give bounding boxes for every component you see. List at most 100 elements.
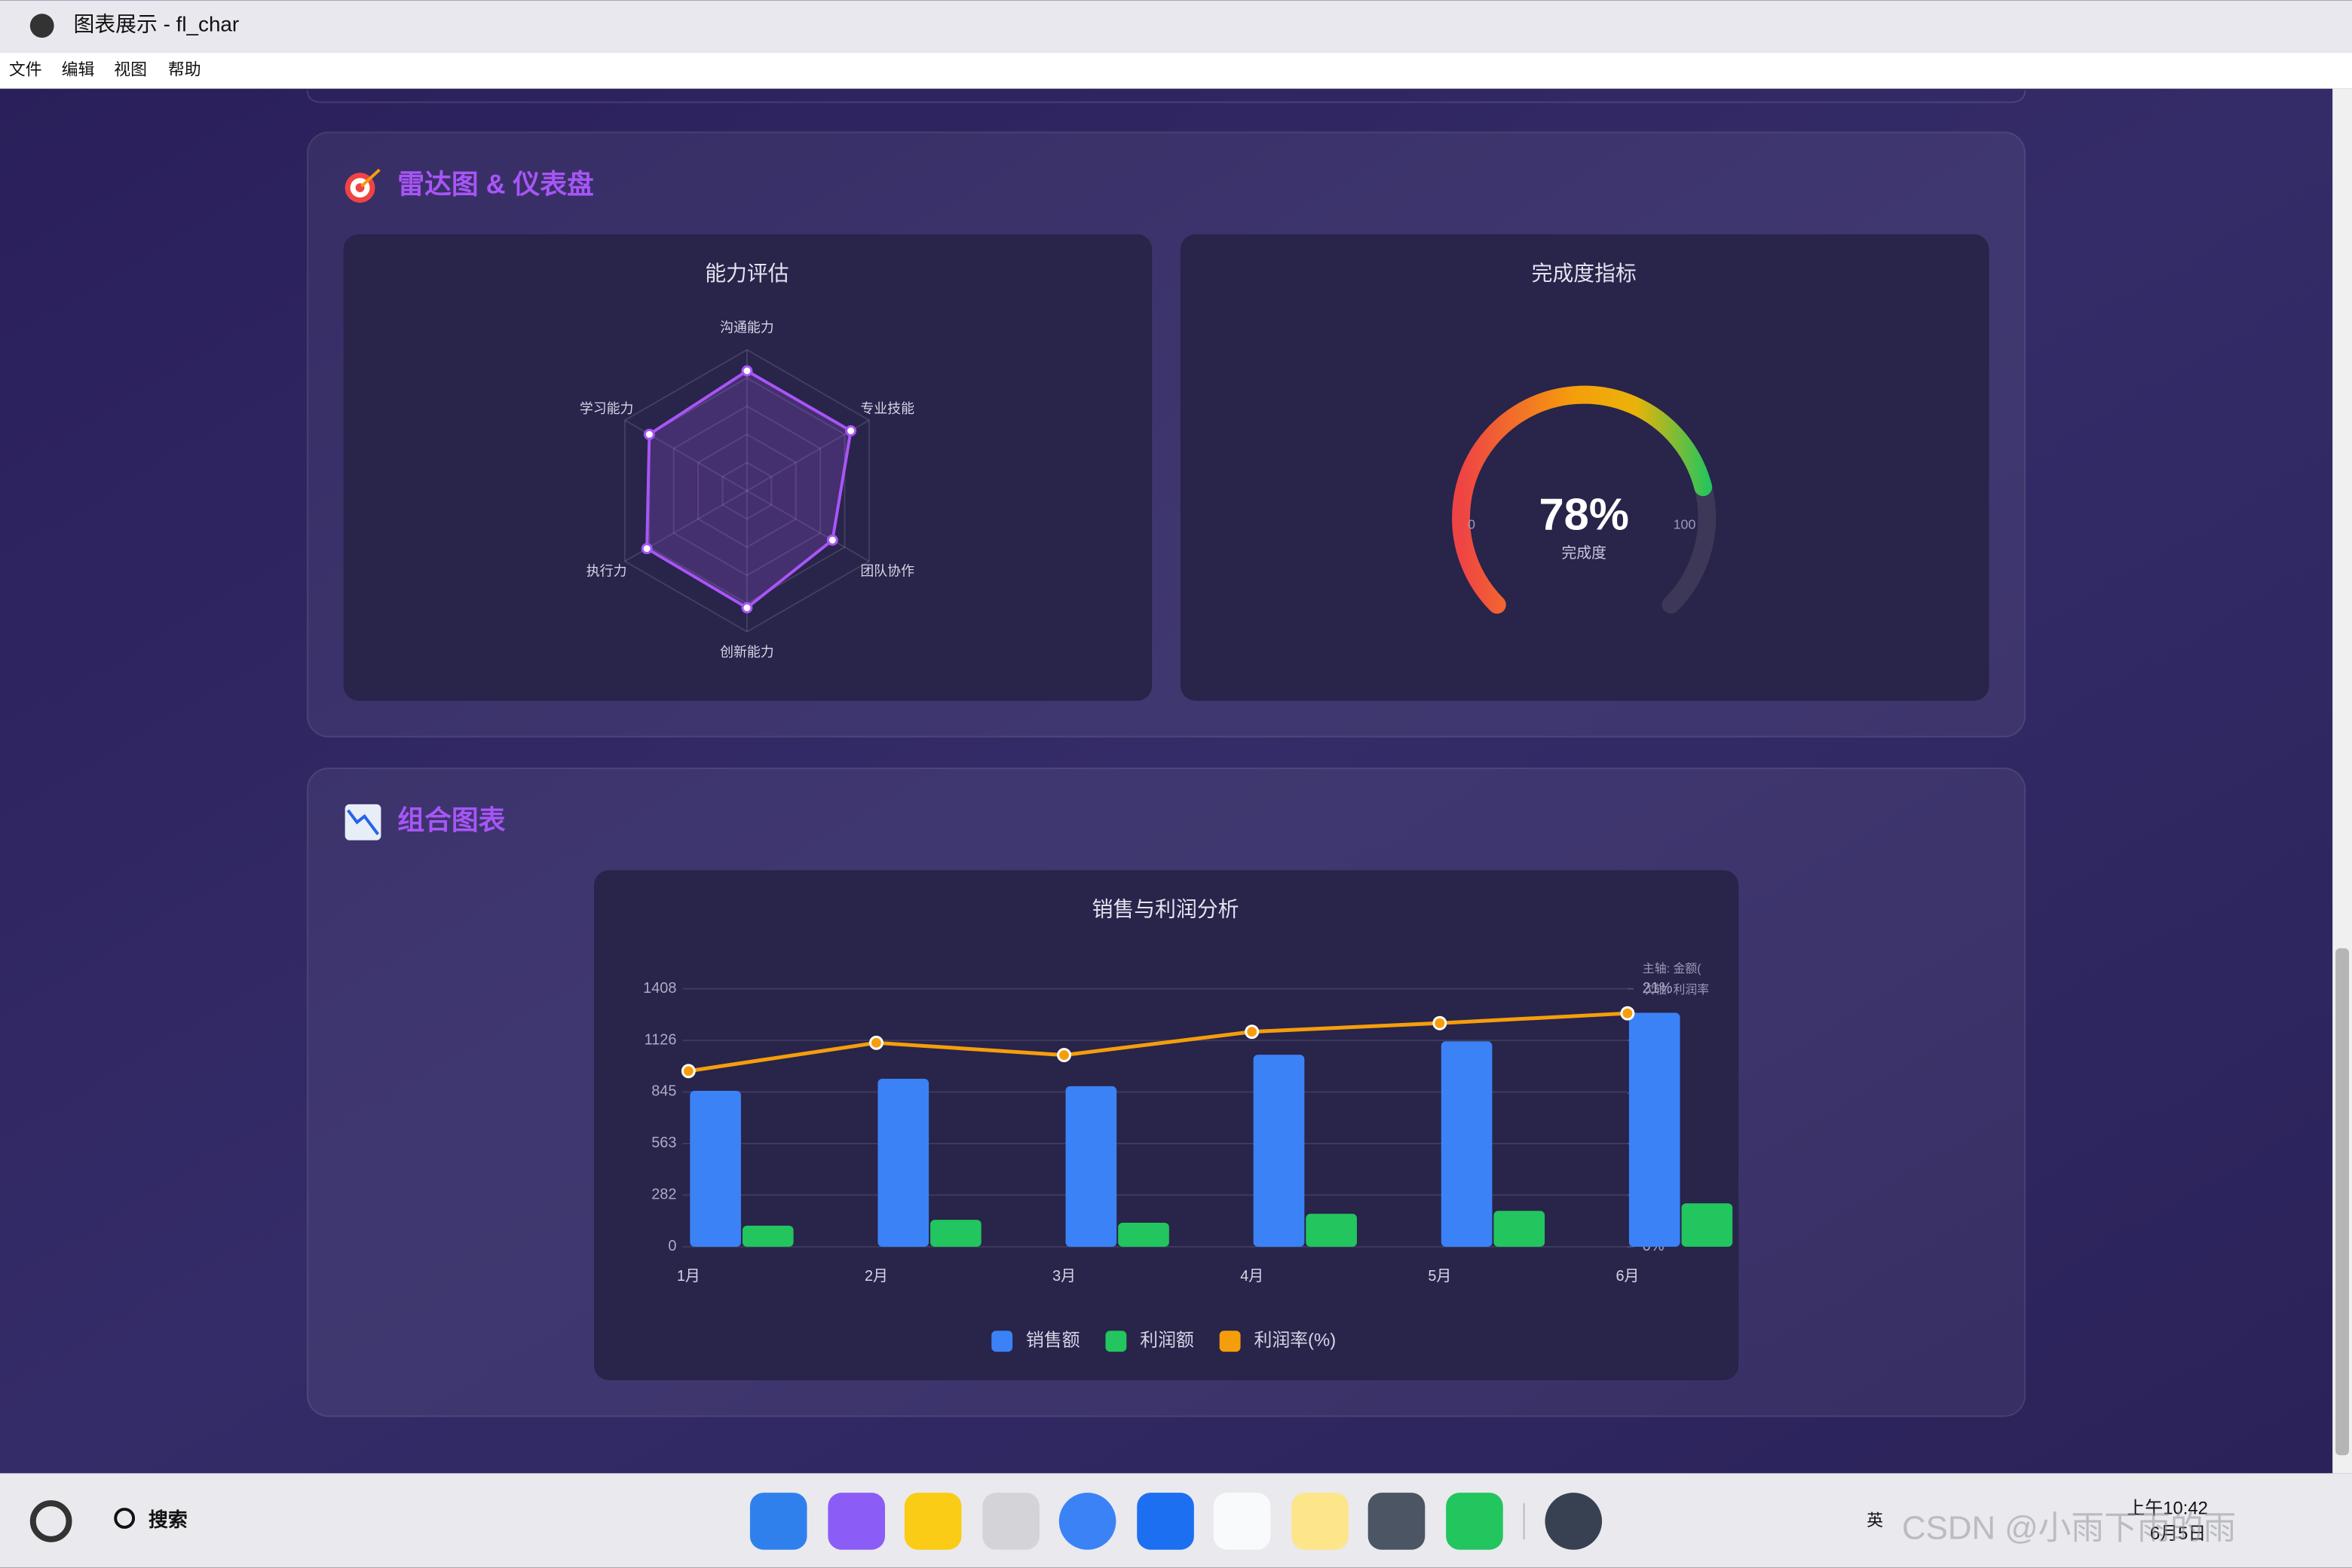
bar [742, 1225, 794, 1247]
line-point [1245, 1024, 1260, 1040]
scroll-thumb[interactable] [2335, 948, 2350, 1456]
bar [1441, 1041, 1493, 1247]
y-tick-label: 845 [651, 1083, 676, 1100]
dock-app[interactable] [1291, 1493, 1349, 1550]
radar-point [826, 534, 838, 546]
radar-label: 沟通能力 [720, 320, 774, 335]
start-button[interactable] [29, 1500, 72, 1542]
radar-point [741, 365, 753, 377]
dock-app[interactable] [828, 1493, 885, 1550]
dock-app[interactable] [1545, 1493, 1603, 1550]
bar [1253, 1055, 1305, 1247]
radar-label: 专业技能 [860, 401, 914, 416]
radar-ring [721, 461, 773, 520]
menu-item[interactable]: 帮助 [168, 60, 201, 79]
x-tick-label: 5月 [1428, 1268, 1451, 1285]
clock-time[interactable]: 上午10:42 [2127, 1498, 2208, 1518]
radar-label: 创新能力 [720, 645, 774, 660]
section-title: 雷达图 & 仪表盘 [397, 169, 594, 200]
bar [1306, 1214, 1357, 1247]
gauge-label: 完成度 [1561, 545, 1606, 562]
dock-app[interactable] [1213, 1493, 1271, 1550]
dock-app[interactable] [982, 1493, 1040, 1550]
y-tick-label: 282 [651, 1187, 676, 1203]
bar [1493, 1211, 1545, 1247]
y-tick-label: 1408 [643, 980, 676, 997]
gauge-value-arc [1452, 385, 1713, 614]
gauge-value: 78% [1539, 489, 1628, 540]
dock-app[interactable] [749, 1493, 807, 1550]
radar-spoke [746, 490, 870, 562]
line-point [1620, 1006, 1635, 1021]
radar-label: 团队协作 [860, 563, 914, 578]
search-label[interactable]: 搜索 [149, 1509, 188, 1531]
legend-label: 利润率(%) [1254, 1331, 1336, 1351]
chart-title: 能力评估 [705, 262, 789, 285]
legend-swatch [1105, 1331, 1127, 1352]
x-tick-label: 3月 [1052, 1268, 1076, 1285]
dock-app[interactable] [904, 1493, 962, 1550]
bar [1628, 1012, 1680, 1247]
dock-app[interactable] [1367, 1493, 1426, 1550]
input-method[interactable]: 英 [1867, 1511, 1883, 1530]
radar-point [845, 425, 857, 436]
watermark: CSDN @小雨下雨的雨 [1902, 1509, 2236, 1546]
window-title: 图表展示 - fl_char [73, 13, 239, 36]
dock-app[interactable] [1058, 1493, 1116, 1550]
line-point [681, 1064, 696, 1079]
gauge-min: 0 [1468, 516, 1475, 531]
radar-point [741, 602, 753, 614]
axis-note: 次轴: 利润率 [1643, 983, 1709, 997]
x-tick-label: 2月 [865, 1268, 888, 1285]
menu-item[interactable]: 文件 [9, 60, 42, 79]
radar-ring [672, 405, 822, 577]
radar-point [641, 543, 653, 555]
clock-date[interactable]: 6月5日 [2150, 1524, 2206, 1544]
line [688, 1011, 1628, 1073]
combo-chart: 0282563845112614080%4%8%12%17%21%1月2月3月4… [643, 980, 1733, 1352]
chart-card [1180, 234, 1989, 701]
radar-label: 执行力 [586, 563, 627, 578]
chart-card [343, 234, 1153, 701]
title-bar [0, 0, 2352, 53]
line-point [1057, 1048, 1072, 1063]
legend-swatch [1219, 1331, 1241, 1352]
search-icon[interactable] [114, 1508, 136, 1529]
legend-swatch [991, 1331, 1013, 1352]
bar [1681, 1203, 1733, 1247]
radar-label: 学习能力 [580, 401, 634, 416]
radar-ring [623, 348, 870, 633]
line-point [868, 1035, 884, 1050]
bar [1118, 1223, 1169, 1247]
radar-point [643, 428, 655, 440]
axis-note: 主轴: 金额( [1643, 962, 1701, 975]
gauge-max: 100 [1674, 516, 1696, 531]
menu-item[interactable]: 编辑 [62, 60, 95, 79]
section-title: 组合图表 [397, 805, 505, 835]
menu-item[interactable]: 视图 [114, 60, 147, 79]
y-tick-label: 563 [651, 1135, 676, 1151]
chart-title: 销售与利润分析 [1092, 897, 1239, 920]
x-tick-label: 1月 [677, 1268, 700, 1285]
bar [877, 1078, 929, 1247]
bar [930, 1220, 982, 1247]
radar-ring [697, 433, 797, 548]
dock [749, 1493, 1603, 1550]
y-tick-label: 1126 [645, 1031, 677, 1048]
dock-app[interactable] [1137, 1493, 1194, 1550]
chart-icon [345, 804, 381, 841]
bar [1065, 1086, 1117, 1247]
x-tick-label: 6月 [1615, 1268, 1639, 1285]
y2-tick-label: 21% [1643, 980, 1673, 997]
legend-label: 销售额 [1026, 1331, 1080, 1351]
x-tick-label: 4月 [1240, 1268, 1263, 1285]
gauge-chart [1452, 385, 1717, 614]
dock-app[interactable] [1446, 1493, 1503, 1550]
target-icon [345, 168, 381, 203]
line-point [1432, 1015, 1447, 1031]
menu-bar [0, 52, 2352, 89]
prev-card-edge [306, 84, 2026, 103]
